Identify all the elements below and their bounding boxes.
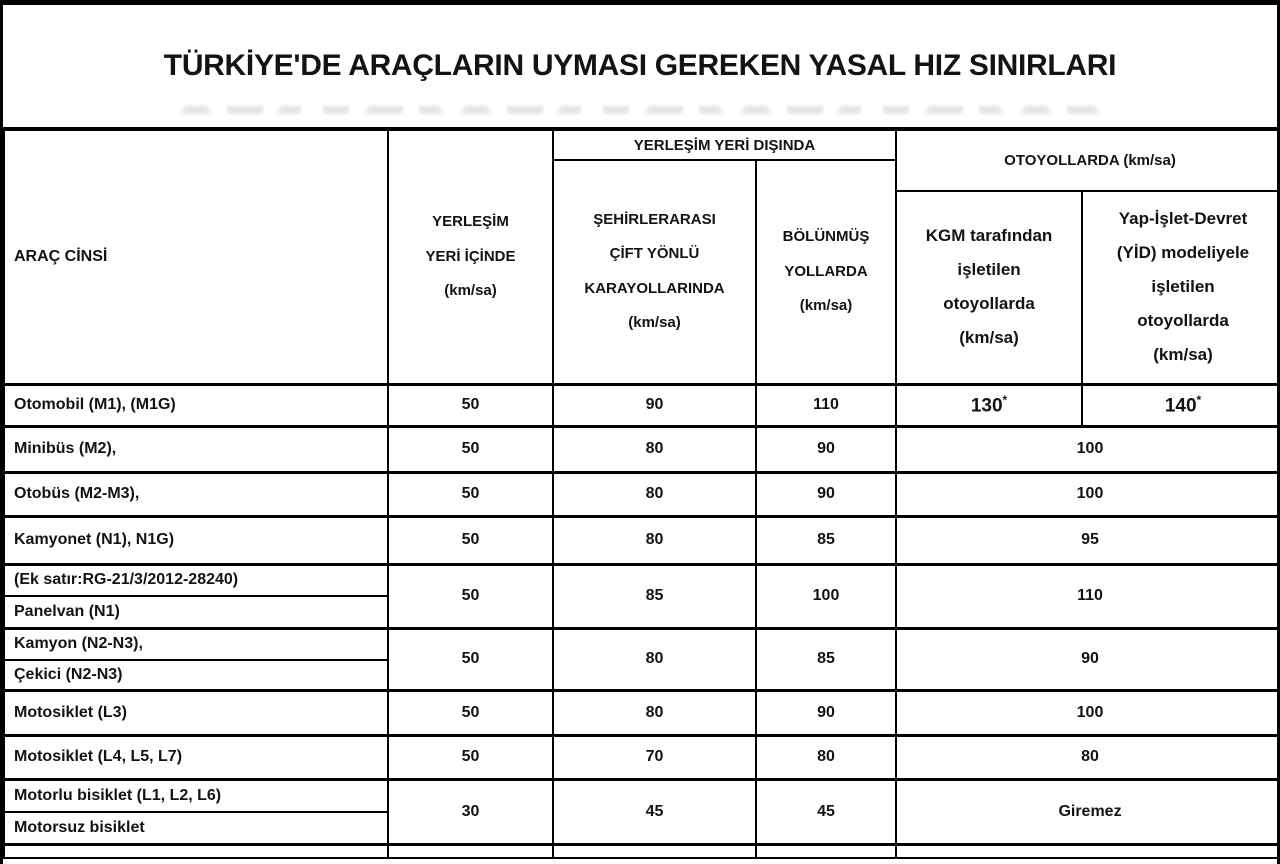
speed-value-cell: 70 — [552, 733, 757, 780]
kgm-speed: 130 — [970, 395, 1003, 417]
speed-limits-table: ARAÇ CİNSİ YERLEŞİM YERİ İÇİNDE (km/sa) … — [3, 129, 1277, 859]
yid-speed: 140 — [1164, 395, 1197, 417]
speed-value-cell: 90 — [754, 688, 898, 736]
header-row-sub1: ŞEHİRLERARASI ÇİFT YÖNLÜ KARAYOLLARINDA … — [4, 159, 1277, 385]
table-row: Motorsuz bisiklet — [3, 811, 1277, 845]
speed-value-cell: 45 — [552, 777, 757, 845]
header-kgm-otoyol: KGM tarafından işletilen otoyollarda (km… — [895, 190, 1084, 386]
header-arac-cinsi: ARAÇ CİNSİ — [3, 129, 389, 385]
vehicle-label-cell: Motorlu bisiklet (L1, L2, L6) — [3, 777, 389, 813]
table-row: Kamyon (N2-N3), 50 80 85 90 — [3, 626, 1277, 691]
title-box: TÜRKİYE'DE ARAÇLARIN UYMASI GEREKEN YASA… — [3, 5, 1277, 129]
table-row: Motosiklet (L3) 50 80 90 100 — [3, 688, 1277, 736]
speed-value-cell: 50 — [387, 562, 554, 629]
speed-value-cell: 85 — [754, 626, 898, 691]
vehicle-label-cell: Kamyon (N2-N3), — [3, 626, 389, 661]
vehicle-label-cell: Otobüs (M2-M3), — [3, 470, 389, 517]
speed-value-cell: 80 — [552, 424, 757, 473]
vehicle-label-cell: Motorsuz bisiklet — [3, 811, 389, 845]
motorway-value-cell — [895, 842, 1277, 859]
speed-value-cell: 50 — [387, 470, 554, 517]
page-title: TÜRKİYE'DE ARAÇLARIN UYMASI GEREKEN YASA… — [163, 49, 1117, 82]
header-yid-otoyol: Yap-İşlet-Devret (YİD) modeliyele işleti… — [1081, 190, 1277, 386]
speed-value-cell: 50 — [387, 514, 554, 565]
vehicle-label-cell — [3, 842, 389, 859]
speed-value-cell: 80 — [552, 470, 757, 517]
speed-value-cell: 50 — [387, 626, 554, 691]
table-row: Kamyonet (N1), N1G) 50 80 85 95 — [3, 514, 1277, 565]
speed-value-cell: 50 — [387, 688, 554, 736]
speed-value-cell: 80 — [754, 733, 898, 780]
motorway-value-cell: 100 — [895, 688, 1277, 736]
speed-value-cell: 140* — [1081, 382, 1277, 427]
speed-value-cell: 80 — [552, 626, 757, 691]
motorway-value-cell: Giremez — [895, 777, 1277, 845]
speed-value-cell: 50 — [387, 424, 554, 473]
speed-value-cell: 90 — [754, 470, 898, 517]
vehicle-label-cell: Otomobil (M1), (M1G) — [3, 382, 389, 427]
speed-value-cell: 30 — [387, 777, 554, 845]
table-row: Otomobil (M1), (M1G) 50 90 110 130* 140* — [3, 382, 1277, 427]
speed-value-cell: 45 — [754, 777, 898, 845]
table-row: Otobüs (M2-M3), 50 80 90 100 — [3, 470, 1277, 517]
speed-value-cell: 130* — [895, 382, 1084, 427]
motorway-value-cell: 100 — [895, 424, 1277, 473]
table-row: (Ek satır:RG-21/3/2012-28240) 50 85 100 … — [3, 562, 1277, 629]
table-row: Minibüs (M2), 50 80 90 100 — [3, 424, 1277, 473]
motorway-value-cell: 100 — [895, 470, 1277, 517]
scan-artifact — [183, 106, 1097, 114]
motorway-value-cell: 95 — [895, 514, 1277, 565]
speed-value-cell: 90 — [552, 382, 757, 427]
speed-value-cell: 50 — [387, 382, 554, 427]
vehicle-label-cell: Motosiklet (L3) — [3, 688, 389, 736]
table-row-clipped — [3, 842, 1277, 859]
vehicle-label-cell: Panelvan (N1) — [3, 595, 389, 629]
speed-value-cell: 85 — [754, 514, 898, 565]
speed-value-cell — [552, 842, 757, 859]
footnote-asterisk: * — [1196, 392, 1202, 407]
speed-value-cell: 100 — [754, 562, 898, 629]
vehicle-label-cell: Motosiklet (L4, L5, L7) — [3, 733, 389, 780]
speed-value-cell: 80 — [552, 688, 757, 736]
vehicle-label-cell: (Ek satır:RG-21/3/2012-28240) — [3, 562, 389, 597]
vehicle-label-cell: Çekici (N2-N3) — [3, 659, 389, 691]
header-row-groups: ARAÇ CİNSİ YERLEŞİM YERİ İÇİNDE (km/sa) … — [3, 129, 1277, 385]
speed-value-cell: 110 — [754, 382, 898, 427]
motorway-value-cell: 90 — [895, 626, 1277, 691]
speed-value-cell: 85 — [552, 562, 757, 629]
motorway-value-cell: 80 — [895, 733, 1277, 780]
speed-value-cell: 90 — [754, 424, 898, 473]
header-yerlesim-yeri-icinde: YERLEŞİM YERİ İÇİNDE (km/sa) — [387, 129, 554, 385]
speed-value-cell: 50 — [387, 733, 554, 780]
header-row-sub2: KGM tarafından işletilen otoyollarda (km… — [4, 190, 1277, 386]
header-bolunmus-yollarda: BÖLÜNMÜŞ YOLLARDA (km/sa) — [754, 159, 898, 385]
footnote-asterisk: * — [1002, 392, 1008, 407]
speed-value-cell: 80 — [552, 514, 757, 565]
header-sehirlerarasi: ŞEHİRLERARASI ÇİFT YÖNLÜ KARAYOLLARINDA … — [552, 159, 757, 385]
speed-value-cell — [754, 842, 898, 859]
table-row: Çekici (N2-N3) — [3, 659, 1277, 691]
header-otoyollarda: OTOYOLLARDA (km/sa) — [895, 129, 1277, 192]
table-row: Motorlu bisiklet (L1, L2, L6) 30 45 45 G… — [3, 777, 1277, 845]
table-row: Panelvan (N1) — [3, 595, 1277, 629]
vehicle-label-cell: Kamyonet (N1), N1G) — [3, 514, 389, 565]
vehicle-label-cell: Minibüs (M2), — [3, 424, 389, 473]
header-yerlesim-yeri-disinda: YERLEŞİM YERİ DIŞINDA — [551, 129, 898, 161]
motorway-value-cell: 110 — [895, 562, 1277, 629]
speed-value-cell — [387, 842, 554, 859]
table-row: Motosiklet (L4, L5, L7) 50 70 80 80 — [3, 733, 1277, 780]
